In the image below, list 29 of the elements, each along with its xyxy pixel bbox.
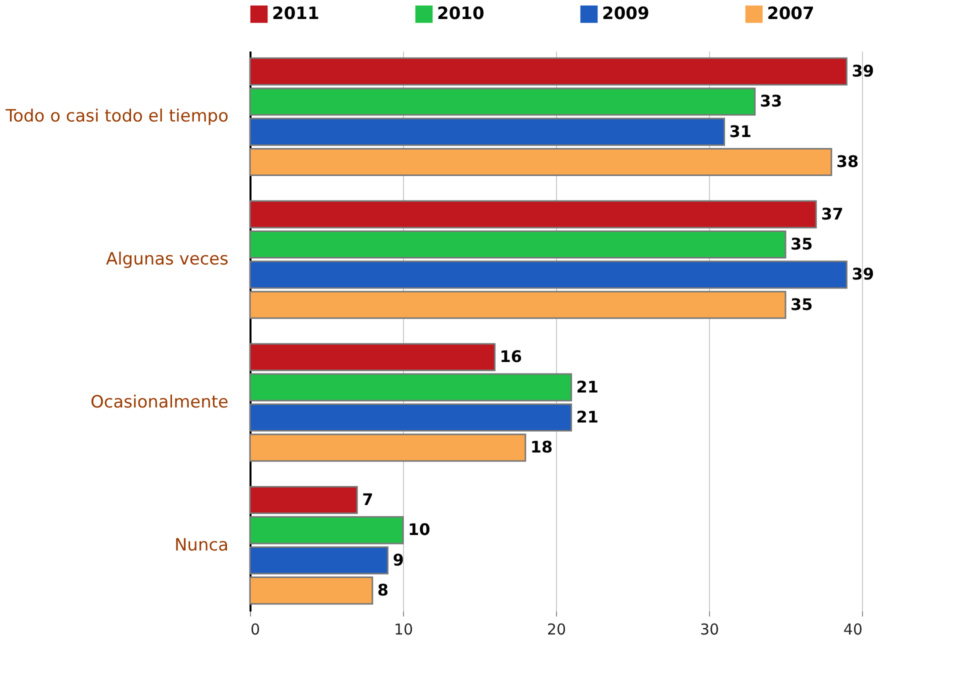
y-tick-label: Algunas veces	[106, 250, 229, 270]
data-label: 39	[852, 264, 874, 284]
data-label: 16	[500, 347, 522, 366]
x-tick-label: 30	[700, 620, 720, 638]
data-label: 35	[790, 234, 813, 254]
x-tick-label: 20	[546, 620, 566, 638]
data-label: 7	[362, 490, 374, 509]
legend-label: 2007	[767, 4, 814, 24]
data-label: 39	[852, 61, 874, 80]
data-label: 9	[392, 550, 404, 570]
data-label: 35	[790, 294, 813, 314]
x-tick-label: 10	[394, 620, 414, 638]
legend-label: 2011	[272, 4, 320, 24]
data-label: 21	[576, 377, 599, 396]
data-label: 38	[836, 152, 859, 171]
data-label: 8	[377, 580, 389, 600]
y-tick-label: Todo o casi todo el tiempo	[4, 106, 228, 127]
x-tick-label: 40	[843, 620, 862, 638]
y-tick-label: Nunca	[174, 535, 228, 556]
data-label: 33	[760, 92, 782, 111]
x-tick-label: 0	[250, 620, 260, 638]
legend-label: 2010	[437, 4, 484, 24]
data-label: 37	[821, 204, 844, 224]
data-label: 10	[408, 520, 430, 540]
data-label: 21	[576, 408, 599, 427]
y-tick-label: Ocasionalmente	[90, 392, 228, 412]
data-label: 18	[530, 438, 553, 457]
legend-label: 2009	[602, 4, 650, 24]
data-label: 31	[729, 122, 752, 141]
